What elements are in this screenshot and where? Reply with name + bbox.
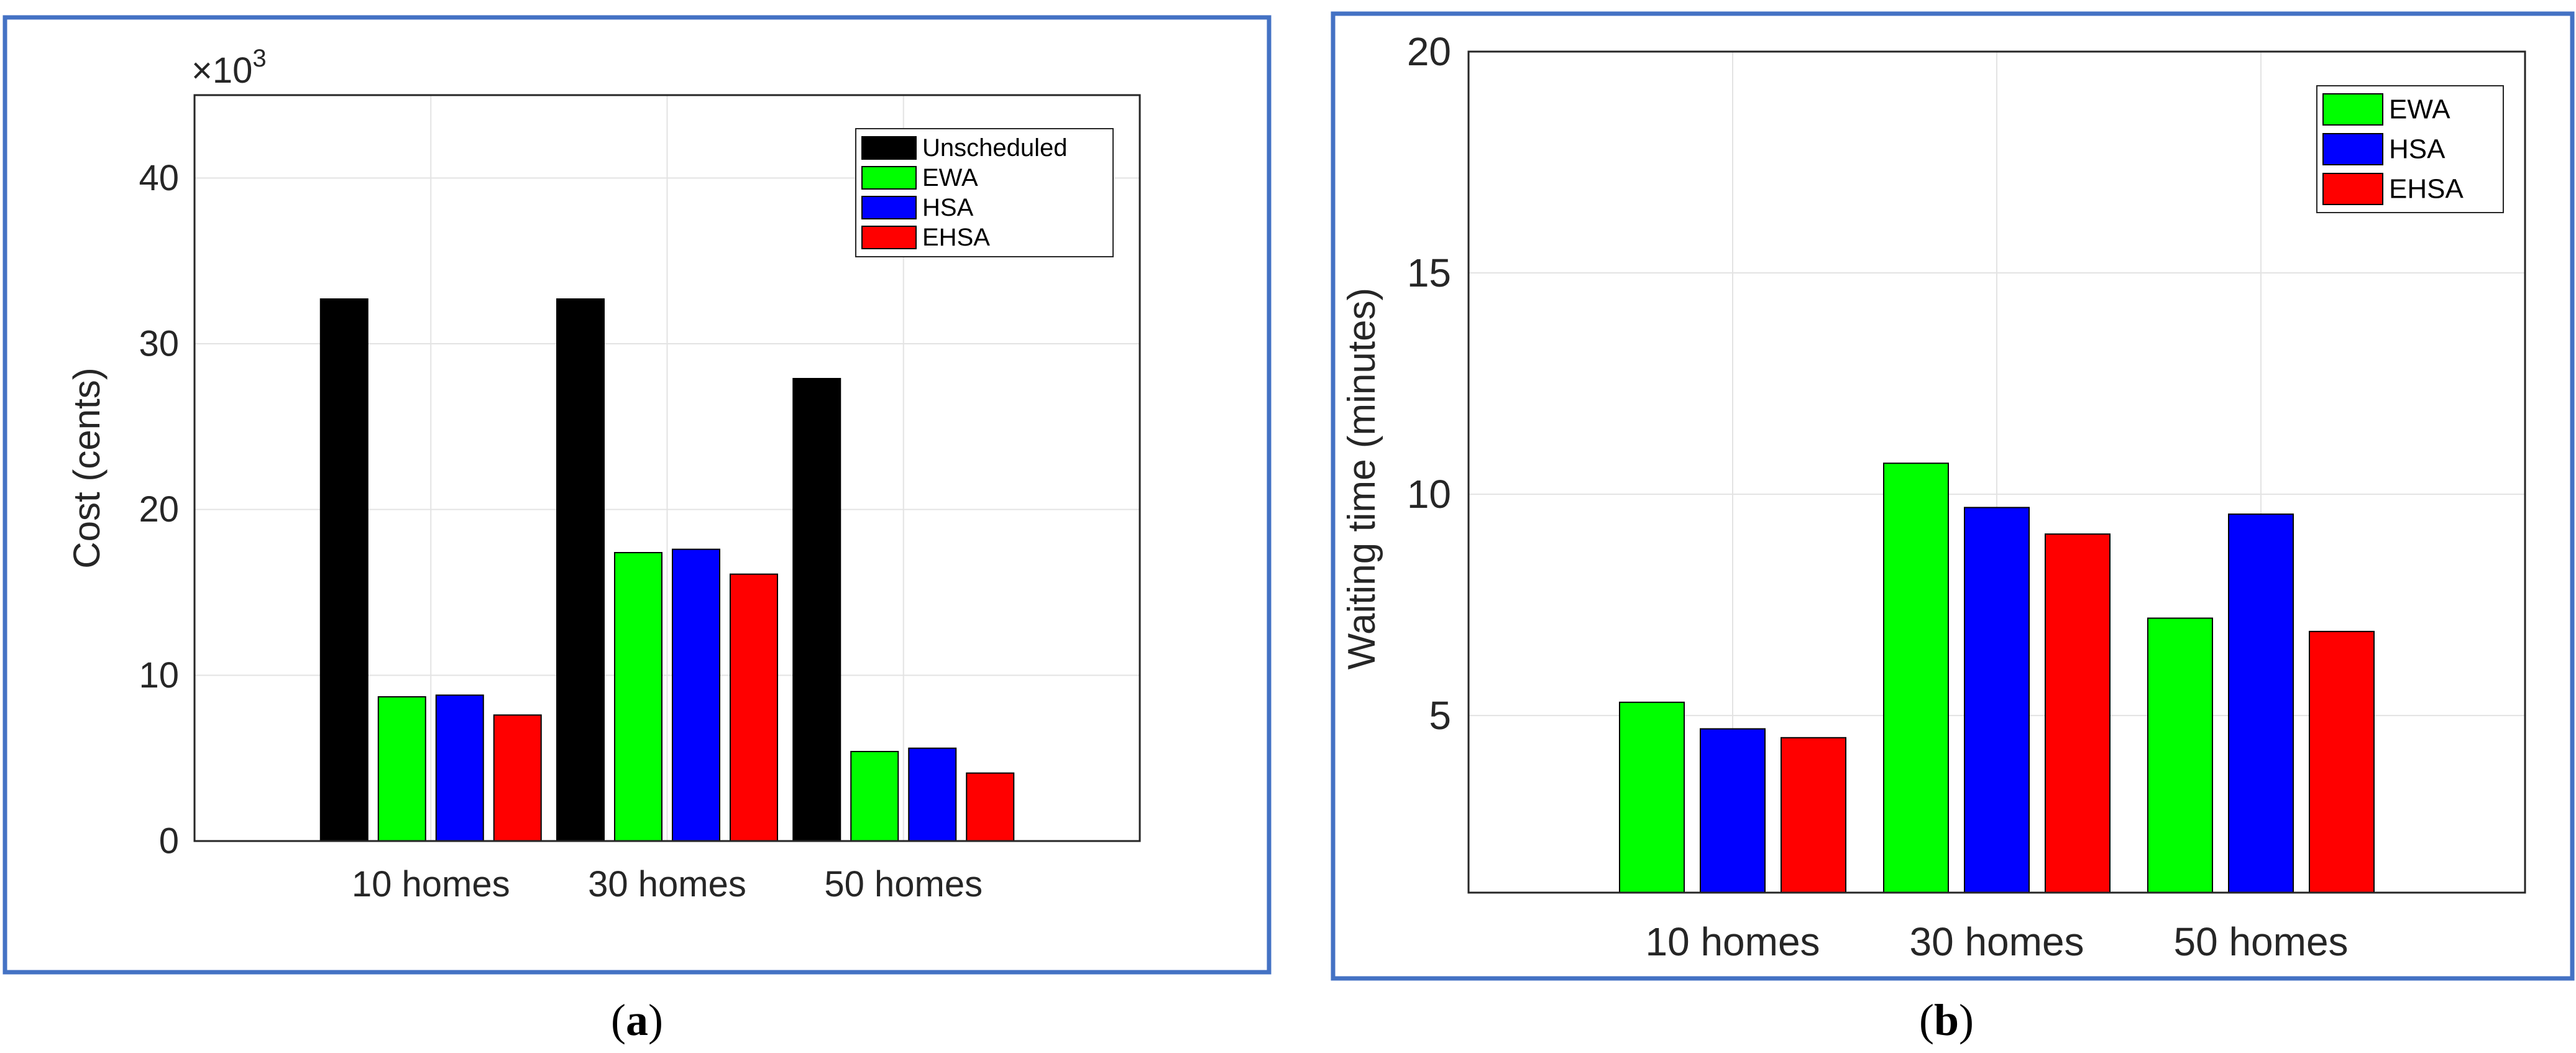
legend-swatch-hsa: [2322, 133, 2383, 165]
bar-ewa-30-homes: [1883, 462, 1949, 893]
bar-ehsa-10-homes: [1781, 737, 1846, 894]
panel-b-legend: EWA HSA EHSA: [2316, 85, 2504, 213]
panel-a-plot-box: [193, 94, 1141, 842]
bar-ehsa-50-homes: [2309, 630, 2375, 894]
panel-a-frame: [2, 15, 1272, 975]
bar-hsa-10-homes: [435, 694, 484, 842]
y-tick-label: 20: [1407, 29, 1451, 74]
bar-hsa-30-homes: [1964, 507, 2030, 893]
bar-ewa-10-homes: [377, 696, 426, 842]
bar-hsa-50-homes: [908, 747, 957, 842]
y-tick-label: 40: [139, 158, 179, 198]
y-tick-label: 10: [139, 655, 179, 696]
bar-unscheduled-50-homes: [792, 378, 841, 842]
bar-ehsa-50-homes: [966, 772, 1015, 842]
legend-swatch-ehsa: [861, 226, 917, 249]
bar-ehsa-10-homes: [493, 714, 542, 842]
legend-label-ewa: EWA: [2389, 94, 2450, 125]
x-tick-label: 10 homes: [1645, 919, 1820, 964]
panel-a-caption: (a): [611, 995, 663, 1045]
bar-ewa-10-homes: [1619, 701, 1685, 893]
panel-a-y-tick-labels: 0 10 20 30 40: [139, 158, 179, 862]
x-tick-label: 50 homes: [824, 864, 983, 904]
legend-label-ewa: EWA: [922, 164, 978, 191]
legend-label-ehsa: EHSA: [922, 224, 990, 251]
y-tick-label: 20: [139, 489, 179, 530]
legend-swatch-unscheduled: [861, 136, 917, 160]
bar-ehsa-30-homes: [730, 573, 778, 842]
bar-ewa-30-homes: [614, 552, 662, 842]
panel-b-x-tick-labels: 10 homes 30 homes 50 homes: [1645, 919, 2348, 964]
panel-b-bars: [1619, 462, 2375, 894]
legend-swatch-ehsa: [2322, 173, 2383, 205]
bar-hsa-10-homes: [1700, 728, 1766, 893]
panel-a-bars: [319, 298, 1015, 842]
x-tick-label: 30 homes: [1909, 919, 2084, 964]
legend-label-hsa: HSA: [922, 194, 974, 221]
y-tick-label: 0: [159, 821, 179, 862]
legend-swatch-hsa: [861, 196, 917, 219]
bar-ehsa-30-homes: [2045, 533, 2111, 893]
x-tick-label: 50 homes: [2173, 919, 2348, 964]
panel-b-y-axis-label: Waiting time (minutes): [1341, 288, 1383, 669]
legend-label-unscheduled: Unscheduled: [922, 134, 1068, 162]
x-tick-label: 30 homes: [588, 864, 746, 904]
x-tick-label: 10 homes: [352, 864, 510, 904]
bar-unscheduled-30-homes: [556, 298, 605, 842]
y-tick-label: 30: [139, 324, 179, 364]
y-tick-label: 15: [1407, 251, 1451, 295]
panel-a-x-tick-labels: 10 homes 30 homes 50 homes: [352, 864, 983, 904]
y-tick-label: 10: [1407, 472, 1451, 517]
bar-hsa-30-homes: [672, 548, 720, 842]
bar-hsa-50-homes: [2228, 513, 2294, 893]
bar-ewa-50-homes: [850, 751, 899, 842]
legend-label-ehsa: EHSA: [2389, 174, 2464, 205]
panel-b-caption: (b): [1919, 995, 1974, 1045]
panel-b-y-tick-labels: 5 10 15 20: [1407, 29, 1451, 738]
panel-b-frame: [1331, 11, 2575, 981]
bar-ewa-50-homes: [2147, 617, 2213, 893]
legend-label-hsa: HSA: [2389, 134, 2445, 165]
panel-a-y-axis-label: Cost (cents): [66, 367, 108, 568]
panel-b-plot-box: [1467, 50, 2526, 894]
panel-a-exponent-label: ×103: [191, 45, 267, 91]
legend-swatch-ewa: [861, 166, 917, 190]
legend-swatch-ewa: [2322, 93, 2383, 126]
panel-b-waiting-time-chart: 5 10 15 20 10 homes 30 homes 50 homes Waiting…: [1331, 11, 2575, 1045]
bar-unscheduled-10-homes: [319, 298, 369, 842]
y-tick-label: 5: [1429, 693, 1451, 738]
